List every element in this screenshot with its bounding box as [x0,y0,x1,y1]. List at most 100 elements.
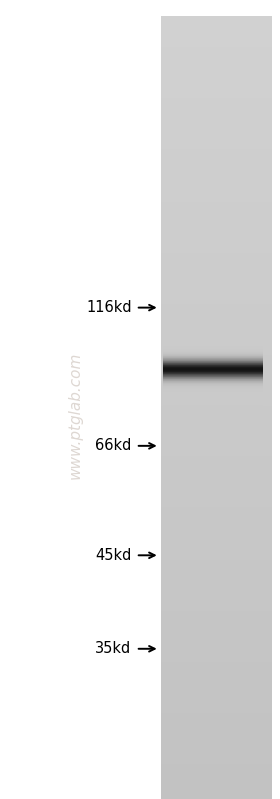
Bar [161,509,272,512]
Bar [161,690,272,692]
Bar [163,394,263,395]
Bar [163,324,263,325]
Bar [163,389,263,391]
Bar [163,360,263,361]
Bar [163,336,263,337]
Bar [163,407,263,408]
Bar [163,341,263,343]
Bar [163,418,263,419]
Bar [161,413,272,416]
Bar [161,329,272,332]
Bar [163,364,263,365]
Bar [161,566,272,569]
Bar [161,104,272,107]
Bar [163,333,263,335]
Bar [161,406,272,408]
Bar [163,358,263,359]
Bar [161,71,272,74]
Bar [161,711,272,714]
Bar [163,419,263,420]
Bar [161,106,272,109]
Bar [161,267,272,269]
Bar [163,310,263,312]
Bar [161,388,272,391]
Bar [161,441,272,443]
Bar [161,286,272,289]
Bar [163,414,263,415]
Bar [163,315,263,316]
Bar [161,20,272,22]
Bar [163,391,263,392]
Bar [163,330,263,331]
Bar [163,415,263,417]
Bar [161,325,272,328]
Bar [161,137,272,140]
Bar [163,390,263,391]
Bar [161,619,272,622]
Bar [163,429,263,431]
Bar [161,576,272,578]
Bar [163,328,263,329]
Bar [163,429,263,430]
Bar [161,748,272,751]
Bar [161,278,272,281]
Bar [161,147,272,150]
Bar [161,691,272,694]
Bar [163,360,263,361]
Bar [163,365,263,367]
Bar [161,507,272,510]
Bar [161,113,272,117]
Bar [161,298,272,300]
Bar [161,429,272,431]
Bar [161,780,272,782]
Bar [161,698,272,700]
Bar [161,435,272,438]
Bar [161,324,272,326]
Bar [161,750,272,753]
Bar [161,519,272,522]
Bar [161,605,272,608]
Bar [161,737,272,739]
Bar [161,77,272,79]
Bar [161,754,272,757]
Bar [161,403,272,407]
Bar [163,378,263,379]
Bar [163,332,263,333]
Bar [161,82,272,85]
Bar [163,331,263,332]
Bar [161,178,272,181]
Bar [163,347,263,348]
Bar [163,364,263,366]
Bar [161,213,272,217]
Bar [163,321,263,322]
Bar [161,773,272,777]
Bar [163,400,263,401]
Bar [161,626,272,630]
Bar [163,411,263,412]
Bar [163,368,263,369]
Bar [161,562,272,565]
Bar [163,388,263,389]
Bar [163,377,263,378]
Bar [163,355,263,356]
Bar [161,255,272,257]
Bar [161,460,272,463]
Bar [161,641,272,643]
Bar [161,43,272,46]
Bar [161,363,272,365]
Bar [161,768,272,770]
Bar [161,216,272,218]
Bar [161,586,272,588]
Bar [161,309,272,312]
Bar [163,387,263,388]
Bar [161,402,272,404]
Bar [161,47,272,50]
Bar [161,547,272,549]
Bar [163,401,263,403]
Bar [161,251,272,253]
Bar [163,343,263,344]
Bar [163,345,263,347]
Bar [161,765,272,769]
Bar [161,252,272,256]
Bar [163,308,263,309]
